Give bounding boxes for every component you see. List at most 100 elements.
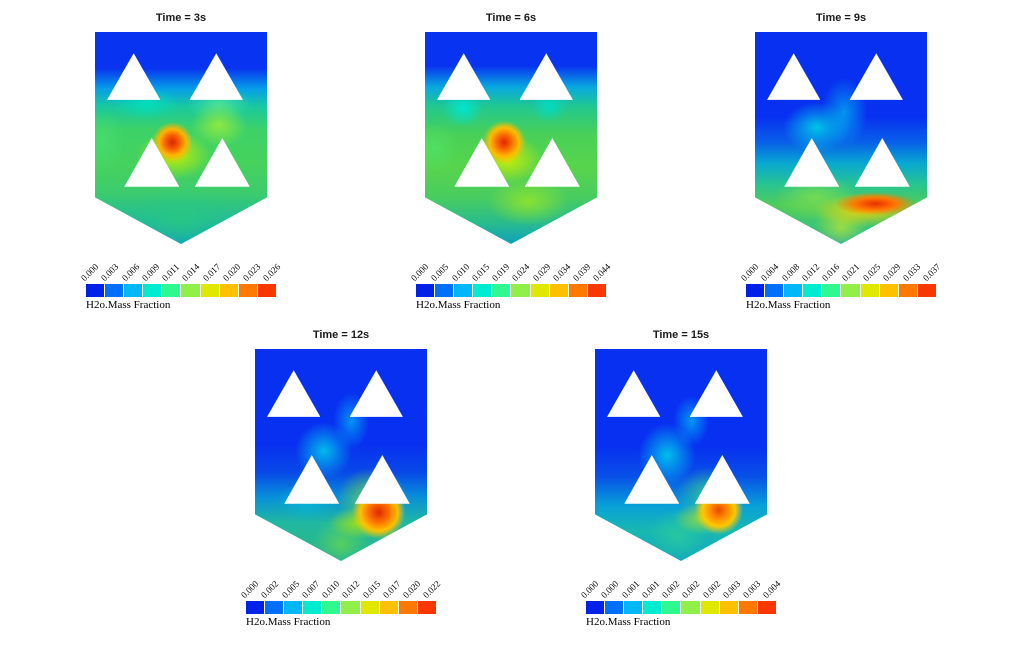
obstacle-triangle-mid-left (784, 138, 840, 187)
colorbar-tick-label: 0.039 (571, 261, 593, 283)
colorbar-label: H2o.Mass Fraction (586, 616, 671, 628)
colorbar-segment (454, 284, 473, 297)
obstacle-triangle-top-left (437, 53, 491, 100)
panel-time-12s: Time = 12s 0.000 0.002 0.005 0.007 0.010 0.01… (239, 329, 443, 628)
colorbar-tick-label: 0.020 (220, 261, 243, 283)
colorbar-legend: 0.000 0.002 0.005 0.007 0.010 0.012 0.015 0.017… (239, 565, 443, 628)
contour-plot (255, 349, 427, 561)
colorbar-tick-label: 0.010 (449, 261, 471, 283)
colorbar-tick-label: 0.000 (738, 261, 761, 283)
colorbar-segment (587, 284, 606, 297)
panel-time-6s: Time = 6s 0.000 0.005 0.010 0.015 0.019 0.024… (409, 12, 613, 311)
colorbar-segment (765, 284, 784, 297)
colorbar-tick-label: 0.005 (429, 261, 451, 283)
panel-title: Time = 6s (485, 12, 537, 24)
colorbar-segment (643, 601, 662, 614)
colorbar-segment (803, 284, 822, 297)
colorbar-tick-label: 0.000 (408, 261, 431, 283)
colorbar-segment (398, 601, 417, 614)
colorbar-legend: 0.000 0.003 0.006 0.009 0.011 0.014 0.017 0.020… (79, 248, 283, 311)
colorbar-tick-label: 0.024 (510, 261, 532, 283)
colorbar-tick-label: 0.009 (139, 261, 162, 283)
contour-plot (425, 32, 597, 244)
colorbar-segment (303, 601, 322, 614)
colorbar-segment (605, 601, 624, 614)
colorbar-tick-label: 0.004 (759, 261, 781, 283)
obstacle-triangle-mid-left (624, 455, 680, 504)
colorbar-tick-label: 0.015 (360, 578, 382, 600)
colorbar-segment (417, 601, 436, 614)
colorbar-segment (719, 601, 738, 614)
colorbar (586, 601, 776, 614)
panel-time-9s: Time = 9s 0.000 0.004 0.008 0.012 0.016 0.021… (739, 12, 943, 311)
colorbar-segment (841, 284, 860, 297)
colorbar (86, 284, 276, 297)
colorbar-tick-label: 0.003 (99, 261, 121, 283)
colorbar-segment (746, 284, 765, 297)
colorbar-segment (360, 601, 379, 614)
colorbar-label: H2o.Mass Fraction (416, 299, 501, 311)
colorbar-tick-label: 0.021 (840, 261, 862, 283)
colorbar-tick-label: 0.001 (619, 578, 641, 600)
colorbar-tick-label: 0.007 (299, 578, 322, 600)
panel-title: Time = 9s (815, 12, 867, 24)
obstacle-triangle-mid-left (454, 138, 510, 187)
obstacle-triangle-mid-right (524, 138, 580, 187)
bottom-row: Time = 12s 0.000 0.002 0.005 0.007 0.010 0.01… (0, 329, 1022, 628)
colorbar-tick-label: 0.008 (779, 261, 801, 283)
obstacle-triangle-top-left (607, 370, 661, 417)
panel-title: Time = 15s (652, 329, 710, 341)
colorbar-segment (860, 284, 879, 297)
colorbar-tick-label: 0.000 (578, 578, 601, 600)
contour-plot (95, 32, 267, 244)
colorbar-segment (105, 284, 124, 297)
colorbar-segment (917, 284, 936, 297)
panel-title: Time = 3s (155, 12, 207, 24)
colorbar-legend: 0.000 0.000 0.001 0.001 0.002 0.002 0.002 0.003… (579, 565, 783, 628)
colorbar-tick-label: 0.000 (78, 261, 101, 283)
colorbar-segment (879, 284, 898, 297)
colorbar-segment (757, 601, 776, 614)
colorbar-tick-label: 0.005 (279, 578, 301, 600)
colorbar-label: H2o.Mass Fraction (746, 299, 831, 311)
colorbar-tick-label: 0.001 (639, 578, 662, 600)
colorbar-segment (511, 284, 530, 297)
colorbar-segment (200, 284, 219, 297)
colorbar-label: H2o.Mass Fraction (246, 616, 331, 628)
panel-time-3s: Time = 3s 0.000 0.003 0.006 0.009 0.011 0.014… (79, 12, 283, 311)
colorbar-tick-label: 0.029 (880, 261, 903, 283)
colorbar-segment (492, 284, 511, 297)
colorbar-segment (681, 601, 700, 614)
colorbar-segment (662, 601, 681, 614)
colorbar-segment (246, 601, 265, 614)
colorbar-tick-label: 0.023 (241, 261, 263, 283)
colorbar-segment (181, 284, 200, 297)
colorbar-tick-label: 0.017 (380, 578, 403, 600)
colorbar-tick-label: 0.012 (799, 261, 822, 283)
colorbar-tick-label: 0.003 (741, 578, 763, 600)
panel-title: Time = 12s (312, 329, 370, 341)
contour-plot (755, 32, 927, 244)
colorbar (416, 284, 606, 297)
colorbar-segment (898, 284, 917, 297)
obstacle-triangle-top-right (849, 53, 903, 100)
colorbar-tick-label: 0.015 (469, 261, 492, 283)
colorbar-ticks: 0.000 0.002 0.005 0.007 0.010 0.012 0.015 0.017… (239, 565, 443, 601)
obstacle-triangle-mid-right (194, 138, 250, 187)
colorbar (746, 284, 936, 297)
colorbar-segment (86, 284, 105, 297)
obstacle-triangle-top-right (519, 53, 573, 100)
colorbar-legend: 0.000 0.005 0.010 0.015 0.019 0.024 0.029 0.034… (409, 248, 613, 311)
colorbar-tick-label: 0.033 (901, 261, 923, 283)
colorbar-tick-label: 0.016 (819, 261, 842, 283)
colorbar-ticks: 0.000 0.000 0.001 0.001 0.002 0.002 0.002 0.003… (579, 565, 783, 601)
obstacle-triangle-mid-right (354, 455, 410, 504)
obstacle-triangle-mid-left (124, 138, 180, 187)
colorbar-segment (416, 284, 435, 297)
obstacle-triangle-top-right (689, 370, 743, 417)
colorbar-segment (738, 601, 757, 614)
colorbar-segment (568, 284, 587, 297)
colorbar-segment (624, 601, 643, 614)
colorbar-tick-label: 0.034 (550, 261, 573, 283)
